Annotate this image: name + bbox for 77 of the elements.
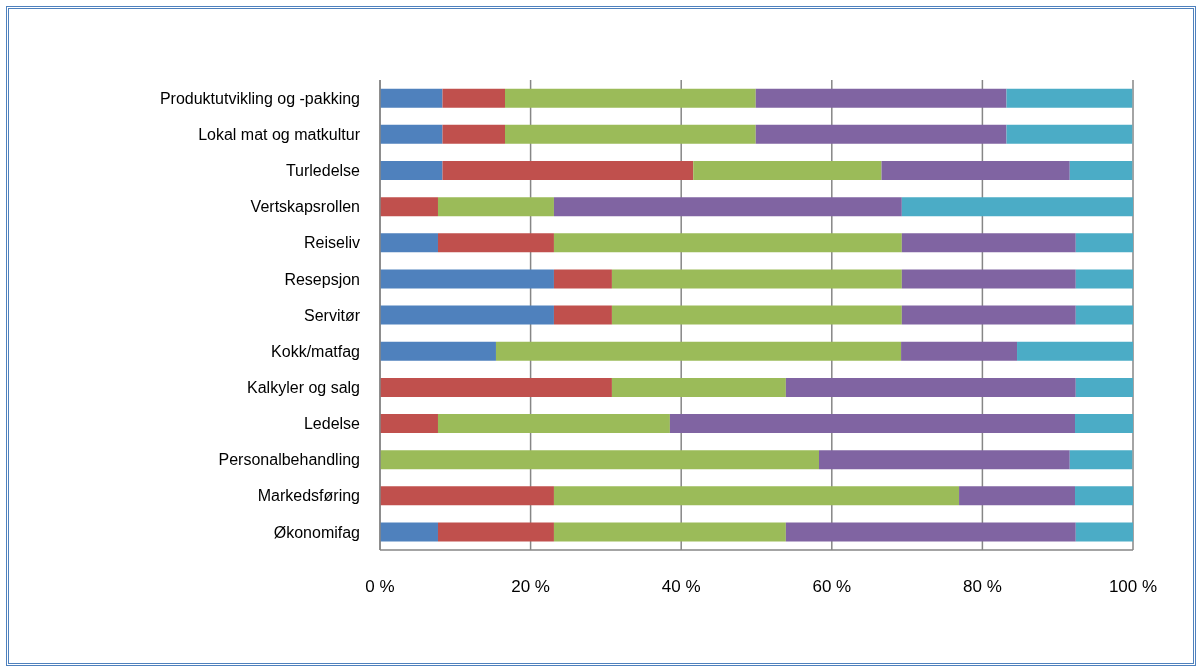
x-tick-label: 40 % (661, 577, 701, 597)
bar (442, 88, 505, 108)
bar (959, 486, 1076, 506)
bar (1069, 160, 1133, 180)
bar (553, 486, 960, 506)
y-tick-label: Kokk/matfag (271, 342, 360, 360)
bar (380, 486, 554, 506)
bar (1075, 486, 1133, 506)
bar (442, 124, 505, 144)
y-tick-label: Resepsjon (284, 270, 360, 288)
bar (785, 377, 1076, 397)
bar (1006, 88, 1133, 108)
bar (553, 269, 612, 289)
bar (1075, 269, 1133, 289)
bar (1017, 341, 1133, 361)
bar (669, 414, 1076, 434)
bar (785, 522, 1076, 542)
y-tick-label: Reiseliv (303, 234, 360, 252)
x-tick-label: 60 % (812, 577, 852, 597)
bar (755, 124, 1007, 144)
bar (819, 450, 1070, 470)
bar (553, 197, 902, 217)
bar (693, 160, 882, 180)
bar (1075, 305, 1133, 325)
bar (553, 522, 786, 542)
bar (505, 124, 756, 144)
bar (611, 269, 902, 289)
bar (437, 197, 554, 217)
bar (1069, 450, 1133, 470)
bar (437, 414, 670, 434)
bar (553, 305, 612, 325)
bar (380, 160, 443, 180)
bar (380, 377, 612, 397)
bar (442, 160, 694, 180)
y-tick-label: Ledelse (303, 415, 361, 433)
bar (611, 305, 902, 325)
bar (380, 269, 554, 289)
bar (380, 414, 438, 434)
bar (611, 377, 786, 397)
x-tick-label: 80 % (963, 577, 1002, 597)
bar (437, 233, 554, 253)
bar (380, 522, 438, 542)
bar (901, 341, 1018, 361)
x-tick-label: 20 % (511, 577, 550, 597)
bar (380, 450, 819, 470)
x-tick-label: 0 % (365, 577, 395, 597)
y-tick-label: Servitør (304, 306, 361, 324)
bar (380, 233, 438, 253)
bar (437, 522, 554, 542)
y-tick-label: Personalbehandling (218, 451, 360, 469)
x-tick-label: 100 % (1108, 577, 1158, 597)
y-tick-label: Turledelse (285, 162, 361, 180)
bar (1075, 377, 1133, 397)
bar (1075, 522, 1133, 542)
y-tick-label: Produktutvikling og -pakking (159, 89, 360, 107)
y-tick-label: Lokal mat og matkultur (198, 125, 361, 143)
bar (380, 305, 554, 325)
bar (901, 305, 1076, 325)
bar (1006, 124, 1133, 144)
bar (901, 233, 1076, 253)
bar (380, 124, 443, 144)
bar (755, 88, 1007, 108)
bar (380, 341, 496, 361)
bar (901, 269, 1076, 289)
bar (505, 88, 756, 108)
bar (495, 341, 902, 361)
bar (881, 160, 1070, 180)
y-tick-label: Vertskapsrollen (250, 198, 360, 216)
bar (1075, 414, 1133, 434)
bar (901, 197, 1133, 217)
y-tick-label: Markedsføring (257, 487, 360, 505)
bar (1075, 233, 1133, 253)
bar (380, 88, 443, 108)
bar (380, 197, 438, 217)
y-tick-label: Kalkyler og salg (247, 378, 360, 396)
y-tick-label: Økonomifag (273, 523, 360, 541)
bar (553, 233, 902, 253)
